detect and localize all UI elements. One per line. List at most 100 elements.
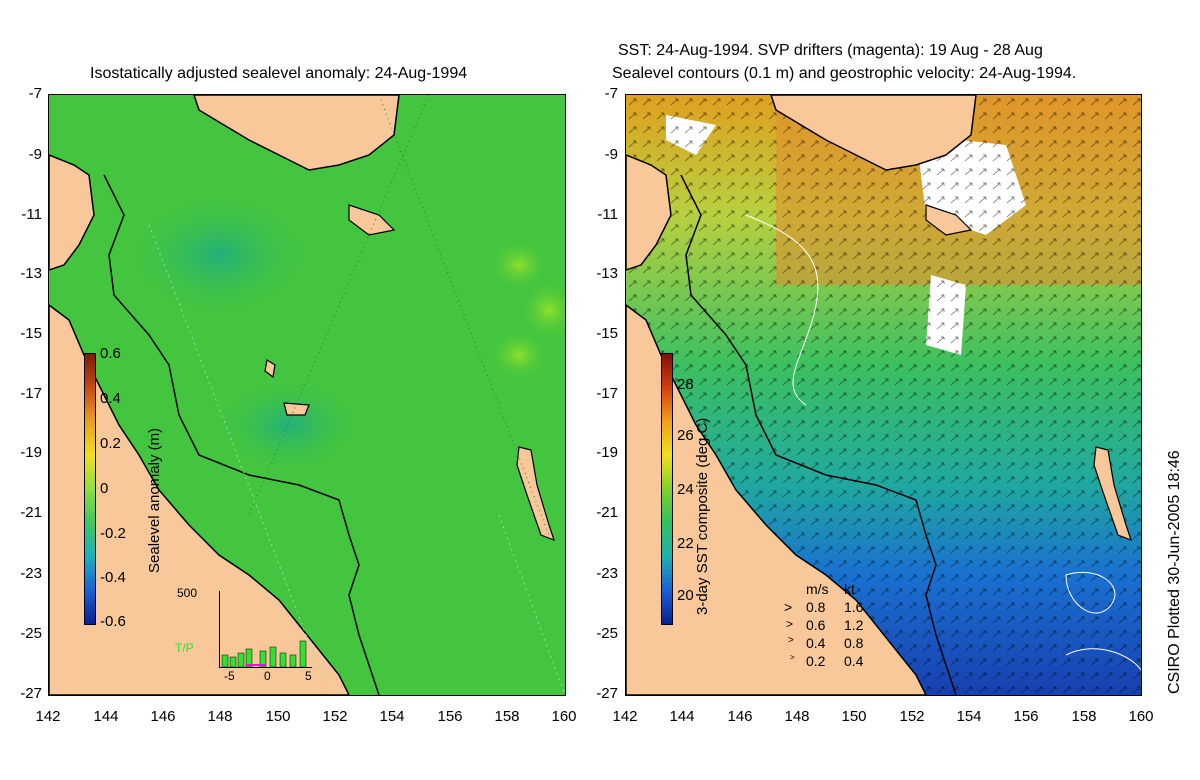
island <box>925 204 973 236</box>
sealevel-contour <box>1065 571 1116 614</box>
lon-tick: 152 <box>899 708 925 725</box>
lat-tick: -23 <box>20 565 42 582</box>
left-map-svg <box>49 95 565 695</box>
lat-tick: -11 <box>21 206 42 223</box>
sst-colorbar-label: 3-day SST composite (deg C) <box>694 417 711 615</box>
papua-new-guinea <box>193 95 400 171</box>
cape-york <box>626 154 672 271</box>
shelf-contour <box>680 174 957 695</box>
right-map: 3-day SST composite (deg C) m/s kt > 0.8… <box>625 94 1142 696</box>
left-map-title: Isostatically adjusted sealevel anomaly:… <box>90 65 468 82</box>
histogram-xtick: 5 <box>305 669 312 683</box>
lat-tick: -7 <box>28 85 42 102</box>
ground-track <box>498 514 565 695</box>
ground-track <box>248 95 430 516</box>
lat-tick: -13 <box>20 265 42 282</box>
lat-tick: -21 <box>596 504 618 521</box>
legend-kt: 0.4 <box>844 653 864 669</box>
negative-anomaly-region <box>129 195 309 315</box>
lon-tick: 156 <box>1013 708 1039 725</box>
lon-tick: 160 <box>1128 708 1154 725</box>
legend-header-ms: m/s <box>806 581 829 597</box>
lat-tick: -23 <box>596 565 618 582</box>
legend-kt: 1.2 <box>844 617 864 633</box>
legend-kt: 0.8 <box>844 635 864 651</box>
island <box>1093 446 1132 542</box>
histogram-bars <box>221 640 307 668</box>
lon-tick: 144 <box>93 708 119 725</box>
lat-tick: -19 <box>596 444 618 461</box>
sealevel-contour <box>1065 648 1141 671</box>
histogram-ymax-label: 500 <box>177 586 198 600</box>
lat-tick: -9 <box>28 146 42 163</box>
ground-track <box>378 95 550 536</box>
lat-tick: -15 <box>596 325 618 342</box>
legend-ms: 0.8 <box>806 599 826 615</box>
lon-tick: 150 <box>841 708 867 725</box>
legend-arrow-icon: > <box>784 599 793 615</box>
lat-tick: -19 <box>20 444 42 461</box>
cape-york <box>49 154 95 271</box>
left-map: Sealevel anomaly (m) 500 T/P -5 0 5 <box>48 94 566 696</box>
negative-anomaly-region <box>219 380 359 470</box>
colorbar-tick: -0.6 <box>100 613 126 630</box>
lat-tick: -21 <box>20 504 42 521</box>
papua-new-guinea <box>770 95 977 171</box>
plot-credit: CSIRO Plotted 30-Jun-2005 18:46 <box>1166 450 1183 694</box>
legend-arrow-icon: > <box>786 617 794 631</box>
colorbar-tick: 28 <box>677 376 694 393</box>
lat-tick: -25 <box>20 625 42 642</box>
lat-tick: -13 <box>596 265 618 282</box>
lat-tick: -17 <box>596 385 618 402</box>
right-map-title-line2: Sealevel contours (0.1 m) and geostrophi… <box>612 65 1077 82</box>
colorbar-tick: 24 <box>677 481 694 498</box>
positive-anomaly-region <box>489 240 549 290</box>
lat-tick: -25 <box>596 625 618 642</box>
colorbar-tick: 20 <box>677 587 694 604</box>
colorbar-tick: -0.2 <box>100 525 126 542</box>
legend-ms: 0.4 <box>806 635 826 651</box>
lat-tick: -7 <box>604 85 618 102</box>
lon-tick: 148 <box>784 708 810 725</box>
drifter-histogram-inset <box>219 591 312 668</box>
histogram-xtick: -5 <box>224 669 235 683</box>
colorbar-tick: 0 <box>100 480 109 497</box>
island <box>283 402 310 416</box>
colorbar-tick: 26 <box>677 427 694 444</box>
lat-tick: -9 <box>604 146 618 163</box>
lon-tick: 142 <box>35 708 61 725</box>
right-map-svg <box>626 95 1141 695</box>
lon-tick: 146 <box>727 708 753 725</box>
sealevel-colorbar-label: Sealevel anomaly (m) <box>146 427 163 573</box>
lon-tick: 156 <box>437 708 463 725</box>
colorbar-tick: 0.6 <box>100 345 121 362</box>
lat-tick: -15 <box>20 325 42 342</box>
lon-tick: 146 <box>150 708 176 725</box>
lon-tick: 158 <box>494 708 520 725</box>
legend-arrow-icon: > <box>788 635 794 646</box>
legend-ms: 0.2 <box>806 653 826 669</box>
lon-tick: 150 <box>265 708 291 725</box>
velocity-legend: m/s kt > 0.8 1.6 > 0.6 1.2 > 0.4 0.8 > 0… <box>784 581 904 671</box>
legend-arrow-icon: > <box>790 653 795 662</box>
lon-tick: 154 <box>956 708 982 725</box>
right-map-title-line1: SST: 24-Aug-1994. SVP drifters (magenta)… <box>618 42 1043 59</box>
lon-tick: 152 <box>322 708 348 725</box>
positive-anomaly-region <box>489 330 549 380</box>
lon-tick: 144 <box>669 708 695 725</box>
colorbar-tick: 22 <box>677 535 694 552</box>
colorbar-tick: 0.4 <box>100 390 121 407</box>
lon-tick: 158 <box>1071 708 1097 725</box>
legend-ms: 0.6 <box>806 617 826 633</box>
lat-tick: -27 <box>596 685 618 702</box>
lat-tick: -11 <box>597 206 618 223</box>
sst-colorbar <box>661 353 673 625</box>
island <box>348 204 396 236</box>
lon-tick: 160 <box>551 708 577 725</box>
lon-tick: 154 <box>379 708 405 725</box>
colorbar-tick: 0.2 <box>100 435 121 452</box>
colorbar-tick: -0.4 <box>100 569 126 586</box>
shelf-contour <box>103 174 380 695</box>
island <box>516 446 555 542</box>
lat-tick: -27 <box>20 685 42 702</box>
